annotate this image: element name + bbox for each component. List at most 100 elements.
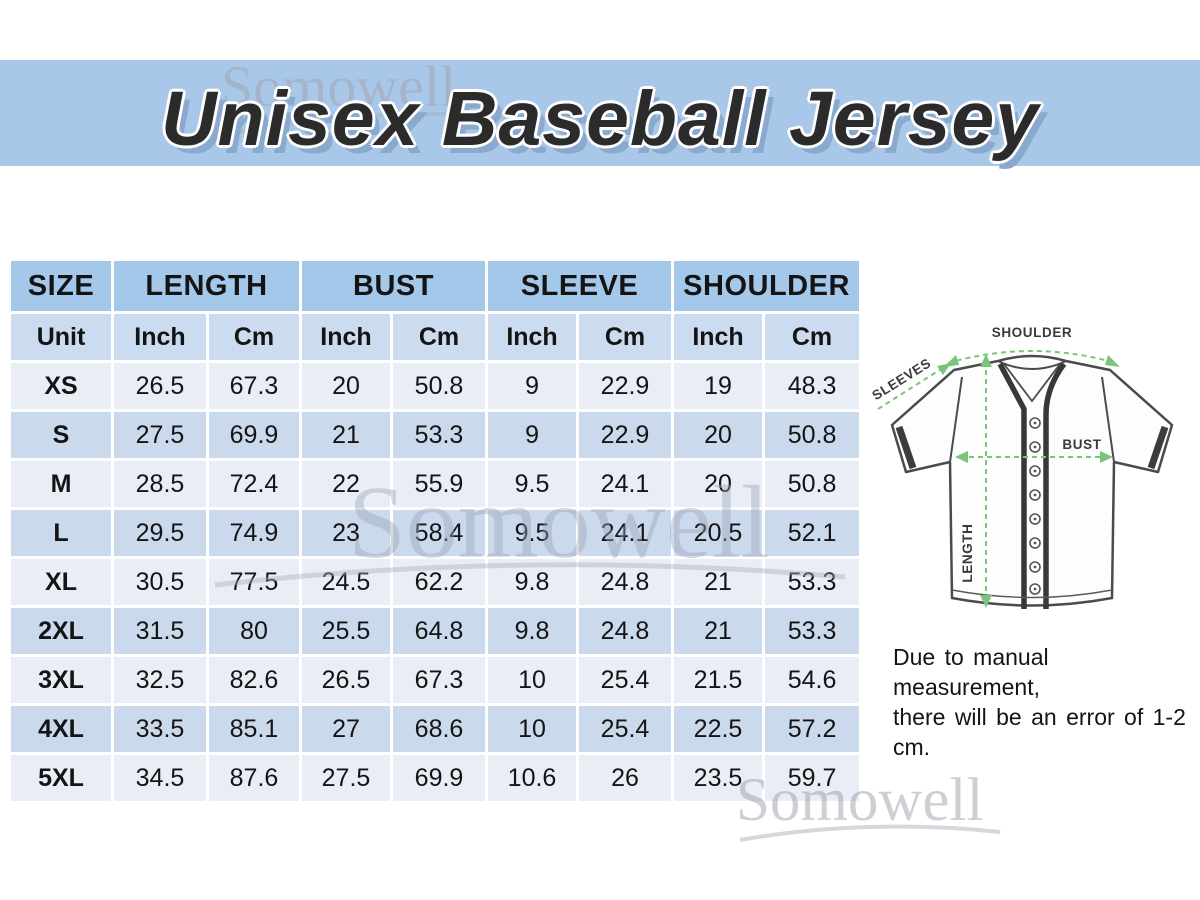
unit-header-cell: Unit xyxy=(11,314,111,360)
table-row: 4XL 33.5 85.1 27 68.6 10 25.4 22.5 57.2 xyxy=(11,706,860,752)
value-cell: 22.5 xyxy=(674,706,763,752)
unit-header-cell: Cm xyxy=(579,314,672,360)
note-line-2: there will be an error of 1-2 cm. xyxy=(893,704,1186,760)
value-cell: 64.8 xyxy=(393,608,486,654)
value-cell: 67.3 xyxy=(393,657,486,703)
value-cell: 22 xyxy=(302,461,390,507)
measurement-note: Due to manual measurement, there will be… xyxy=(893,642,1193,762)
value-cell: 20 xyxy=(674,412,763,458)
value-cell: 10 xyxy=(488,706,577,752)
size-cell: 3XL xyxy=(11,657,111,703)
value-cell: 10.6 xyxy=(488,755,577,801)
table-row: 3XL 32.5 82.6 26.5 67.3 10 25.4 21.5 54.6 xyxy=(11,657,860,703)
value-cell: 9.8 xyxy=(488,559,577,605)
value-cell: 59.7 xyxy=(765,755,860,801)
value-cell: 54.6 xyxy=(765,657,860,703)
unit-header-cell: Inch xyxy=(114,314,206,360)
value-cell: 26 xyxy=(579,755,672,801)
jersey-outline xyxy=(890,354,1174,609)
value-cell: 26.5 xyxy=(114,363,206,409)
value-cell: 53.3 xyxy=(765,608,860,654)
jersey-diagram: SHOULDER SLEEVES BUST LENGTH xyxy=(869,325,1174,609)
value-cell: 22.9 xyxy=(579,412,672,458)
table-row: L 29.5 74.9 23 58.4 9.5 24.1 20.5 52.1 xyxy=(11,510,860,556)
value-cell: 19 xyxy=(674,363,763,409)
value-cell: 72.4 xyxy=(209,461,299,507)
value-cell: 28.5 xyxy=(114,461,206,507)
value-cell: 50.8 xyxy=(765,412,860,458)
size-cell: 4XL xyxy=(11,706,111,752)
value-cell: 57.2 xyxy=(765,706,860,752)
value-cell: 80 xyxy=(209,608,299,654)
value-cell: 29.5 xyxy=(114,510,206,556)
watermark-swoosh xyxy=(739,824,1001,842)
col-header-size: SIZE xyxy=(11,261,111,311)
table-row: XS 26.5 67.3 20 50.8 9 22.9 19 48.3 xyxy=(11,363,860,409)
value-cell: 24.8 xyxy=(579,559,672,605)
unit-header-cell: Inch xyxy=(488,314,577,360)
value-cell: 30.5 xyxy=(114,559,206,605)
value-cell: 23.5 xyxy=(674,755,763,801)
value-cell: 69.9 xyxy=(209,412,299,458)
value-cell: 22.9 xyxy=(579,363,672,409)
value-cell: 68.6 xyxy=(393,706,486,752)
col-header-length: LENGTH xyxy=(114,261,299,311)
value-cell: 53.3 xyxy=(393,412,486,458)
value-cell: 27.5 xyxy=(114,412,206,458)
value-cell: 48.3 xyxy=(765,363,860,409)
value-cell: 9.5 xyxy=(488,461,577,507)
value-cell: 20.5 xyxy=(674,510,763,556)
size-cell: 2XL xyxy=(11,608,111,654)
value-cell: 69.9 xyxy=(393,755,486,801)
page-title: Unisex Baseball Jersey xyxy=(160,76,1040,162)
group-header-row: SIZE LENGTH BUST SLEEVE SHOULDER xyxy=(11,261,860,311)
table-row: M 28.5 72.4 22 55.9 9.5 24.1 20 50.8 xyxy=(11,461,860,507)
unit-header-row: Unit Inch Cm Inch Cm Inch Cm Inch Cm xyxy=(11,314,860,360)
col-header-sleeve: SLEEVE xyxy=(488,261,672,311)
table-row: 5XL 34.5 87.6 27.5 69.9 10.6 26 23.5 59.7 xyxy=(11,755,860,801)
unit-header-cell: Cm xyxy=(393,314,486,360)
length-label: LENGTH xyxy=(960,523,975,582)
value-cell: 77.5 xyxy=(209,559,299,605)
placket-right-piping xyxy=(1043,362,1067,609)
value-cell: 24.5 xyxy=(302,559,390,605)
value-cell: 34.5 xyxy=(114,755,206,801)
title-banner xyxy=(0,60,1200,166)
note-line-1: Due to manual measurement, xyxy=(893,644,1049,700)
sleeves-measure-arrow xyxy=(877,363,951,410)
value-cell: 25.4 xyxy=(579,706,672,752)
table-row: S 27.5 69.9 21 53.3 9 22.9 20 50.8 xyxy=(11,412,860,458)
size-cell: M xyxy=(11,461,111,507)
value-cell: 87.6 xyxy=(209,755,299,801)
value-cell: 21.5 xyxy=(674,657,763,703)
value-cell: 55.9 xyxy=(393,461,486,507)
unit-header-cell: Cm xyxy=(765,314,860,360)
value-cell: 21 xyxy=(674,608,763,654)
value-cell: 25.4 xyxy=(579,657,672,703)
unit-header-cell: Inch xyxy=(674,314,763,360)
bust-measure-arrow xyxy=(955,451,1113,463)
value-cell: 9.5 xyxy=(488,510,577,556)
size-cell: XS xyxy=(11,363,111,409)
value-cell: 27.5 xyxy=(302,755,390,801)
col-header-shoulder: SHOULDER xyxy=(674,261,860,311)
bust-label: BUST xyxy=(1062,437,1101,452)
value-cell: 23 xyxy=(302,510,390,556)
value-cell: 9 xyxy=(488,412,577,458)
right-cuff-band xyxy=(1147,425,1169,470)
value-cell: 62.2 xyxy=(393,559,486,605)
value-cell: 74.9 xyxy=(209,510,299,556)
value-cell: 53.3 xyxy=(765,559,860,605)
value-cell: 50.8 xyxy=(765,461,860,507)
value-cell: 20 xyxy=(302,363,390,409)
unit-header-cell: Cm xyxy=(209,314,299,360)
value-cell: 21 xyxy=(674,559,763,605)
size-cell: 5XL xyxy=(11,755,111,801)
value-cell: 9 xyxy=(488,363,577,409)
value-cell: 10 xyxy=(488,657,577,703)
value-cell: 24.1 xyxy=(579,510,672,556)
value-cell: 21 xyxy=(302,412,390,458)
unit-header-cell: Inch xyxy=(302,314,390,360)
value-cell: 26.5 xyxy=(302,657,390,703)
length-measure-arrow xyxy=(980,354,992,608)
